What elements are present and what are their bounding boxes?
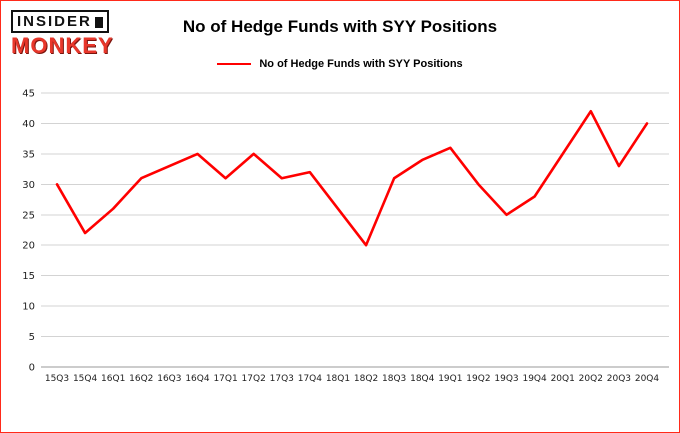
y-tick-label: 20 [22, 241, 35, 252]
legend-label: No of Hedge Funds with SYY Positions [259, 58, 463, 70]
chart-legend: No of Hedge Funds with SYY Positions [1, 58, 679, 70]
x-tick-label: 17Q3 [270, 374, 294, 384]
y-tick-label: 35 [22, 149, 35, 160]
y-tick-label: 25 [22, 210, 35, 221]
logo-insider-text: INSIDER [11, 10, 109, 33]
syy-positions-line [55, 109, 649, 247]
y-tick-label: 0 [29, 363, 35, 374]
x-tick-label: 16Q3 [157, 374, 181, 384]
y-tick-label: 15 [22, 271, 35, 282]
y-tick-label: 10 [22, 302, 35, 313]
y-tick-label: 5 [29, 332, 35, 343]
x-tick-label: 18Q3 [382, 374, 406, 384]
x-tick-label: 19Q2 [466, 374, 490, 384]
insider-monkey-logo: INSIDER MONKEY [11, 10, 114, 57]
x-tick-label: 16Q1 [101, 374, 125, 384]
x-tick-label: 18Q4 [410, 374, 435, 384]
x-tick-label: 18Q1 [326, 374, 350, 384]
logo-monkey-text: MONKEY [11, 33, 114, 58]
y-tick-label: 30 [22, 180, 35, 191]
y-tick-label: 40 [22, 119, 35, 130]
x-tick-label: 16Q2 [129, 374, 153, 384]
x-tick-label: 15Q3 [45, 374, 69, 384]
x-tick-label: 17Q2 [242, 374, 266, 384]
x-tick-label: 19Q1 [438, 374, 462, 384]
x-tick-label: 20Q4 [635, 374, 660, 384]
x-tick-label: 20Q2 [579, 374, 603, 384]
x-tick-label: 18Q2 [354, 374, 378, 384]
logo-cursor-block-icon [94, 16, 103, 28]
chart-title: No of Hedge Funds with SYY Positions [182, 17, 498, 36]
x-tick-label: 19Q3 [494, 374, 518, 384]
x-tick-label: 15Q4 [73, 374, 98, 384]
x-tick-label: 17Q4 [298, 374, 323, 384]
x-tick-label: 19Q4 [522, 374, 547, 384]
legend-line-swatch-icon [217, 63, 252, 65]
x-tick-label: 20Q1 [551, 374, 575, 384]
x-tick-label: 16Q4 [185, 374, 210, 384]
y-tick-label: 45 [22, 89, 35, 100]
x-tick-label: 17Q1 [213, 374, 237, 384]
x-tick-label: 20Q3 [607, 374, 631, 384]
logo-insider-label: INSIDER [17, 13, 92, 30]
